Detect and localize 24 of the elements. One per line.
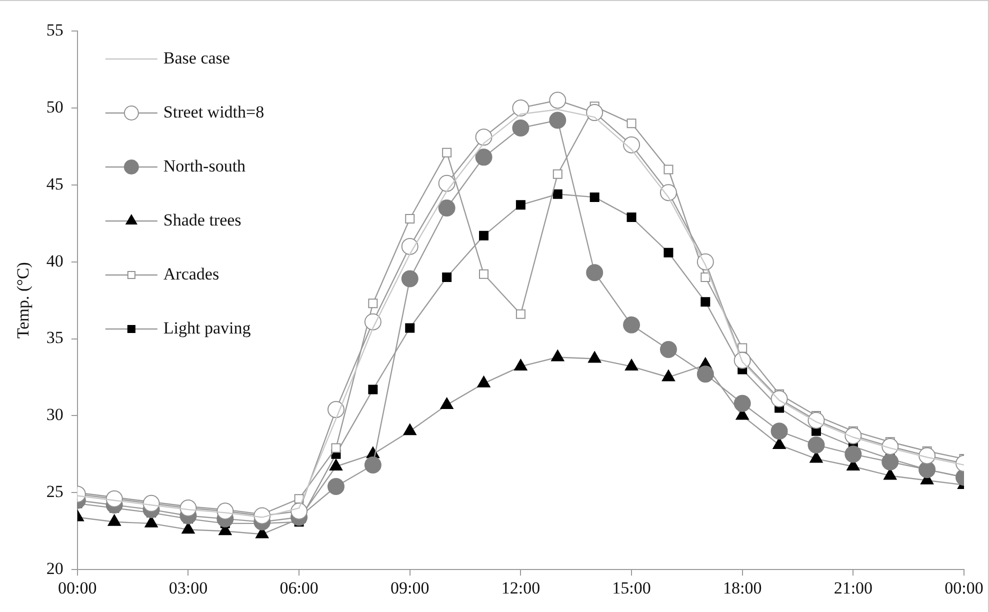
legend-label: Light paving [163,318,252,338]
legend-label: North-south [163,156,246,176]
x-tick-label: 00:00 [58,578,97,598]
x-tick-label: 03:00 [168,578,208,598]
y-tick-label: 45 [46,174,64,194]
y-tick-label: 35 [46,328,64,348]
legend-label: Street width=8 [163,102,264,122]
legend-label: Shade trees [163,210,242,230]
legend-label: Arcades [163,264,220,284]
x-tick-label: 15:00 [612,578,651,598]
legend-label: Base case [163,48,230,68]
y-tick-label: 20 [46,559,64,578]
x-tick-label: 00:00 [944,578,984,598]
x-tick-label: 12:00 [501,578,540,598]
y-tick-label: 40 [46,251,64,270]
x-tick-label: 21:00 [834,578,873,598]
x-tick-label: 18:00 [722,578,762,598]
x-tick-label: 06:00 [280,578,318,598]
y-axis-title: Temp. (°C) [14,262,33,339]
y-tick-label: 30 [46,405,64,424]
y-tick-label: 50 [46,97,64,116]
x-tick-label: 09:00 [390,578,430,598]
y-tick-label: 55 [46,20,64,40]
y-tick-label: 25 [46,482,64,502]
